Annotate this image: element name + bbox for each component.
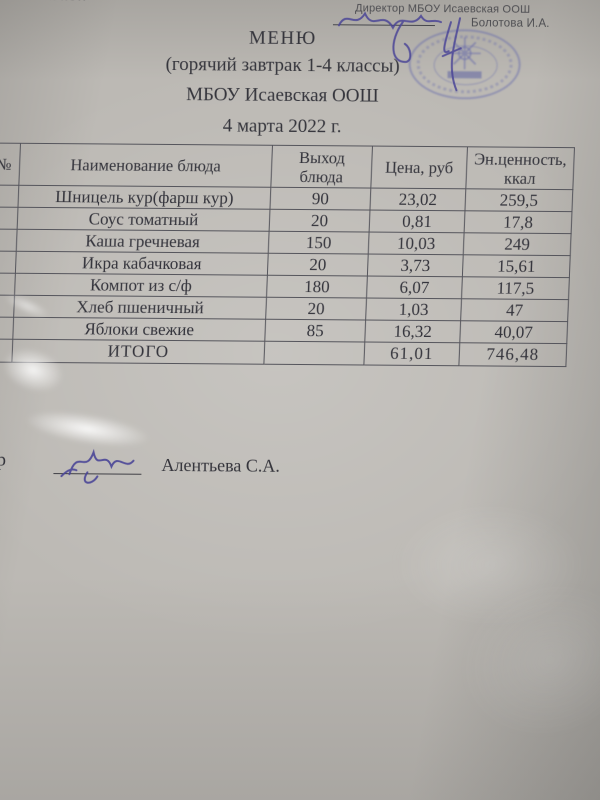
- total-price: 61,01: [363, 342, 460, 366]
- dish-name: Икра кабачковая: [15, 251, 269, 276]
- dish-name: Компот из с/ф: [14, 273, 268, 298]
- dish-price: 23,02: [369, 188, 466, 211]
- dish-name: Соус томатный: [17, 207, 270, 232]
- dish-name: Хлеб пшеничный: [13, 295, 267, 320]
- dish-name: Яблоки свежие: [12, 317, 266, 342]
- total-energy: 746,48: [458, 342, 567, 367]
- dish-price: 6,07: [366, 276, 463, 299]
- dish-price: 16,32: [364, 320, 461, 343]
- col-header-energy: Эн.ценность, ккал: [465, 146, 575, 190]
- director-signature: [337, 11, 462, 92]
- dish-energy: 17,8: [464, 210, 572, 234]
- signer-name: Алентьева С.А.: [161, 454, 280, 476]
- dish-energy: 117,5: [461, 276, 570, 300]
- footer-label-fragment: р: [0, 449, 7, 471]
- col-header-out: Выход блюда: [270, 145, 373, 189]
- table-header-row: № Наименование блюда Выход блюда Цена, р…: [0, 143, 575, 190]
- doc-subtitle: (горячий завтрак 1-4 классы): [165, 53, 400, 77]
- col-header-num: №: [0, 143, 21, 186]
- dish-out: 150: [268, 231, 370, 255]
- cook-signature: [60, 448, 135, 484]
- dish-energy: 15,61: [462, 254, 571, 278]
- dish-energy: 249: [463, 232, 572, 256]
- col-header-name: Наименование блюда: [18, 143, 273, 188]
- dish-name: Шницель кур(фарш кур): [17, 185, 271, 210]
- dish-name: Каша гречневая: [16, 229, 270, 254]
- dish-out: 85: [264, 319, 366, 343]
- round-stamp: [408, 28, 521, 100]
- dish-energy: 47: [460, 298, 569, 322]
- menu-table-wrapper: № Наименование блюда Выход блюда Цена, р…: [0, 143, 575, 368]
- doc-title: МЕНЮ: [248, 27, 317, 50]
- col-header-price: Цена, руб: [370, 146, 468, 189]
- dish-price: 10,03: [368, 232, 465, 255]
- dish-price: 3,73: [367, 254, 464, 277]
- dish-out: 20: [267, 253, 369, 277]
- total-label: ИТОГО: [11, 339, 265, 365]
- doc-school-name: МБОУ Исаевская ООШ: [186, 84, 379, 107]
- stamp-emblem-icon: [448, 37, 481, 70]
- total-out: [263, 341, 365, 366]
- dish-price: 1,03: [365, 298, 462, 321]
- doc-date: 4 марта 2022 г.: [222, 115, 342, 138]
- dish-out: 20: [265, 297, 367, 321]
- dish-out: 90: [269, 187, 371, 211]
- menu-table: № Наименование блюда Выход блюда Цена, р…: [0, 143, 575, 368]
- dish-out: 180: [266, 275, 368, 299]
- corner-note: ООО ВК КОП: [7, 0, 87, 3]
- dish-energy: 259,5: [464, 188, 573, 212]
- dish-out: 20: [269, 209, 370, 233]
- table-total-row: ИТОГО 61,01 746,48: [0, 338, 567, 367]
- dish-energy: 40,07: [459, 320, 568, 344]
- dish-price: 0,81: [369, 210, 465, 233]
